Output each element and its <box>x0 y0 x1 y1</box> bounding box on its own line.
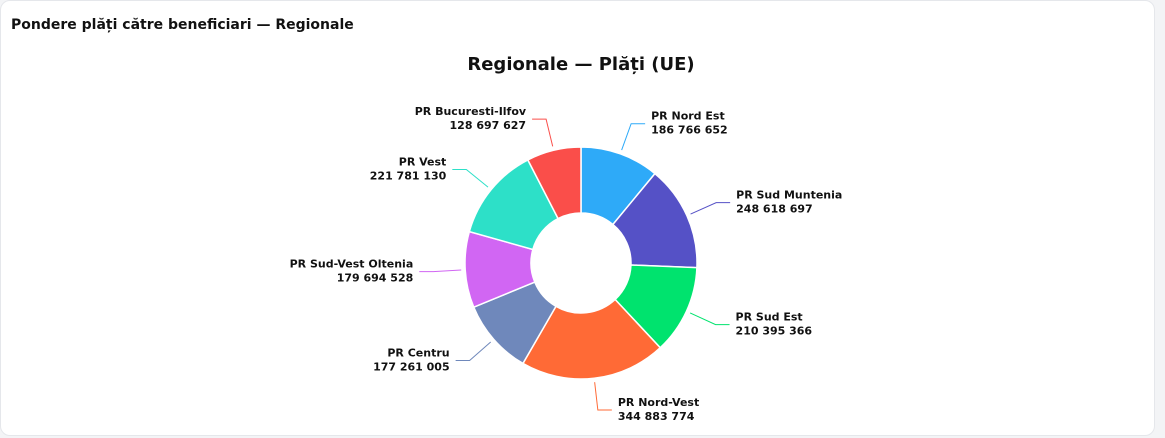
slice-label: PR Vest <box>399 155 447 168</box>
slice <box>526 146 582 220</box>
slice-label: PR Sud Est <box>736 311 803 324</box>
slice-label: PR Centru <box>387 346 449 359</box>
value-label: 179 694 528 <box>337 272 414 285</box>
value-label: 248 618 697 <box>736 203 813 216</box>
value-label: 186 766 652 <box>651 124 728 137</box>
slice-label: PR Bucuresti-Ilfov <box>415 105 527 118</box>
leader-line <box>621 123 646 151</box>
value-label: 177 261 005 <box>373 360 450 373</box>
leader-line <box>690 202 731 215</box>
leader-line <box>452 168 489 188</box>
slice-label: PR Nord-Vest <box>618 396 699 409</box>
chart-title: Regionale — Plăți (UE) <box>467 54 694 75</box>
card-title: Pondere plăți către beneficiari — Region… <box>11 17 354 33</box>
slice-label: PR Sud-Vest Oltenia <box>290 258 414 271</box>
leader-line <box>455 341 492 361</box>
leader-line <box>594 382 612 411</box>
leader-line <box>689 312 730 326</box>
slice-label: PR Nord Est <box>651 110 725 123</box>
slice <box>521 298 662 380</box>
value-label: 221 781 130 <box>370 169 447 182</box>
leader-line <box>532 118 554 147</box>
leader-line <box>419 269 462 273</box>
slice-label: PR Sud Muntenia <box>736 189 842 202</box>
value-label: 344 883 774 <box>618 410 695 423</box>
value-label: 210 395 366 <box>736 325 813 338</box>
value-label: 128 697 627 <box>450 119 527 132</box>
